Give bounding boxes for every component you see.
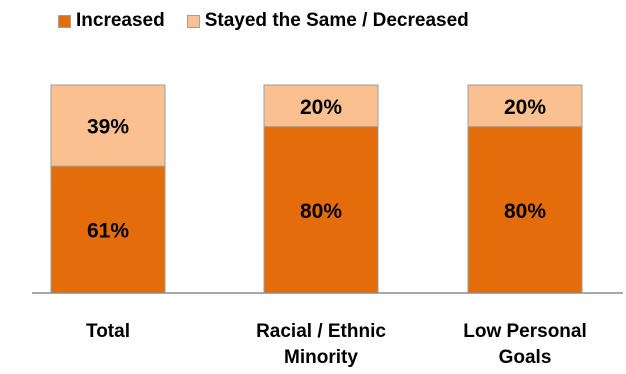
data-label-stayed-same-decreased-0: 39% [87,116,129,139]
bar-segment-stayed-same-decreased-2 [467,84,583,128]
legend-item-increased: Increased [58,10,165,32]
category-label-1: Racial / Ethnic Minority [256,321,386,368]
data-label-increased-2: 80% [504,200,546,223]
chart-legend: Increased Stayed the Same / Decreased [58,10,491,32]
legend-item-stayed-same-decreased: Stayed the Same / Decreased [186,10,469,32]
category-label-0: Total [86,321,130,342]
data-label-increased-1: 80% [300,200,342,223]
category-label-2: Low Personal Goals [463,321,587,368]
legend-swatch-stayed-same-decreased [186,14,200,28]
bar-segment-stayed-same-decreased-0 [50,84,166,167]
legend-label-stayed-same-decreased: Stayed the Same / Decreased [204,10,469,31]
data-label-stayed-same-decreased-1: 20% [300,96,342,119]
legend-swatch-increased [58,14,71,28]
legend-label-increased: Increased [76,10,165,31]
data-label-increased-0: 61% [87,220,129,243]
data-label-stayed-same-decreased-2: 20% [504,96,546,119]
bar-segment-stayed-same-decreased-1 [263,84,379,128]
